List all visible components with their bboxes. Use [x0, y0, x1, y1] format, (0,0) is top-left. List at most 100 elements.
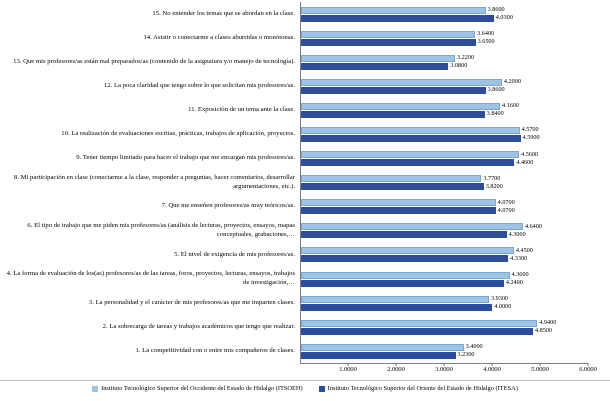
- category-row: 15. No entender los temas que se abordan…: [0, 2, 610, 27]
- value-label: 4.5700: [521, 126, 539, 134]
- bar-series-0: [301, 319, 538, 327]
- axis-tick-label: 6.0000: [579, 366, 597, 374]
- value-label: 3.9300: [490, 295, 508, 303]
- category-label: 3. La personalidad y el carácter de mis …: [88, 298, 295, 306]
- legend: Instituto Tecnológico Superior del Occid…: [0, 380, 610, 392]
- value-label: 4.8500: [534, 327, 552, 335]
- value-label: 3.8400: [486, 110, 504, 118]
- bar-line: 3.4000: [301, 344, 588, 351]
- category-label: 6. El tipo de trabajo que me piden mis p…: [27, 222, 295, 238]
- bar-series-0: [301, 343, 464, 351]
- category-row: 11. Exposición de un tema ante la clase.…: [0, 98, 610, 123]
- bar-series-0: [301, 151, 520, 159]
- value-label: 4.1600: [501, 102, 519, 110]
- bar-line: 4.4500: [301, 247, 588, 255]
- bar-series-0: [301, 6, 486, 14]
- bar-group: 4.1600 3.8400: [300, 98, 588, 123]
- plot-area: 15. No entender los temas que se abordan…: [0, 2, 610, 364]
- bar-line: 4.8500: [301, 327, 588, 335]
- bar-line: 3.8200: [301, 183, 588, 191]
- bar-series-1: [301, 14, 494, 22]
- bar-series-1: [301, 38, 476, 46]
- bar-group: 4.9400 4.8500: [300, 315, 588, 340]
- value-label: 4.5600: [521, 150, 539, 158]
- value-label: 3.2300: [457, 351, 475, 359]
- category-row: 7. Que me enseñen profesores/as muy teór…: [0, 194, 610, 219]
- bar-series-1: [301, 255, 509, 263]
- category-label: 8. Mi participación en clase (conectarme…: [13, 174, 295, 190]
- value-label: 4.5900: [522, 134, 540, 142]
- category-label: 15. No entender los temas que se abordan…: [152, 9, 295, 17]
- bar-line: 3.8400: [301, 111, 588, 118]
- bar-line: 4.5900: [301, 134, 588, 143]
- bar-line: 4.9400: [301, 319, 588, 327]
- legend-label-itsoeh: Instituto Tecnológico Superior del Occid…: [101, 385, 303, 393]
- bar-group: 3.4000 3.2300: [300, 339, 588, 364]
- bar-series-0: [301, 54, 456, 62]
- value-label: 4.3600: [511, 270, 529, 278]
- value-label: 3.8600: [487, 86, 505, 94]
- bar-series-1: [301, 183, 484, 191]
- bar-line: 3.7700: [301, 174, 588, 183]
- value-label: 4.2000: [503, 78, 521, 86]
- bar-series-1: [301, 207, 496, 215]
- bar-line: 4.3600: [301, 270, 588, 279]
- value-label: 4.9400: [539, 319, 557, 327]
- bar-line: 4.0700: [301, 207, 588, 215]
- bar-line: 3.2300: [301, 352, 588, 359]
- bar-line: 4.1600: [301, 103, 588, 110]
- bar-series-1: [301, 110, 485, 118]
- category-row: 13. Que mis profesores/as están mal prep…: [0, 50, 610, 75]
- bar-line: 4.0700: [301, 199, 588, 207]
- bar-group: 4.6400 4.3000: [300, 218, 588, 243]
- bar-series-1: [301, 62, 449, 70]
- axis-tick-mark: [443, 363, 445, 367]
- category-row: 4. La forma de evaluación de los(as) pro…: [0, 267, 610, 292]
- category-row: 5. El nivel de exigencia de mis profesor…: [0, 242, 610, 268]
- legend-label-itesa: Instituto Tecnológico Superior del Orien…: [327, 385, 518, 393]
- bar-series-1: [301, 351, 456, 359]
- bar-group: 4.4500 4.3300: [300, 242, 588, 268]
- category-row: 2. La sobrecarga de tareas y trabajos ac…: [0, 315, 610, 340]
- category-row: 3. La personalidad y el carácter de mis …: [0, 291, 610, 316]
- bar-group: 4.3600 4.2400: [300, 267, 588, 292]
- value-label: 4.3000: [508, 230, 526, 238]
- category-row: 1. La competitividad con o entre mis com…: [0, 339, 610, 364]
- category-label: 12. La poca claridad que tengo sobre lo …: [103, 81, 295, 89]
- bar-series-0: [301, 199, 496, 207]
- bar-series-1: [301, 303, 493, 311]
- bar-line: 3.2200: [301, 54, 588, 62]
- bar-series-1: [301, 135, 521, 143]
- bar-series-1: [301, 279, 504, 287]
- value-label: 4.0300: [495, 13, 513, 21]
- bar-line: 4.0000: [301, 303, 588, 311]
- category-label: 4. La forma de evaluación de los(as) pro…: [6, 270, 295, 287]
- bar-group: 3.8600 4.0300: [300, 2, 588, 27]
- axis-tick-label: 4.0000: [483, 366, 501, 374]
- category-row: 9. Tener tiempo limitado para hacer el t…: [0, 146, 610, 171]
- axis-tick-label: 5.0000: [531, 366, 549, 374]
- bar-series-0: [301, 102, 500, 110]
- bar-group: 4.5600 4.4600: [300, 146, 588, 171]
- bar-group: 4.2000 3.8600: [300, 74, 588, 99]
- bar-line: 3.0800: [301, 62, 588, 70]
- value-label: 3.2200: [457, 54, 475, 62]
- bar-line: 4.3300: [301, 255, 588, 263]
- axis-tick-mark: [491, 363, 493, 367]
- legend-swatch-itsoeh: [92, 385, 99, 392]
- bar-line: 4.0300: [301, 13, 588, 22]
- value-label: 3.7700: [483, 174, 501, 182]
- category-label: 5. El nivel de exigencia de mis profesor…: [174, 250, 295, 258]
- category-label: 9. Tener tiempo limitado para hacer el t…: [76, 154, 295, 162]
- bar-series-1: [301, 86, 486, 94]
- value-label: 3.0800: [450, 62, 468, 70]
- bar-series-0: [301, 271, 510, 279]
- axis-tick-label: 2.0000: [387, 366, 405, 374]
- value-label: 3.6500: [477, 38, 495, 46]
- value-label: 4.2400: [505, 278, 523, 286]
- bar-line: 3.6500: [301, 38, 588, 46]
- bar-series-0: [301, 30, 476, 38]
- category-label: 13. Que mis profesores/as están mal prep…: [13, 57, 295, 65]
- bar-line: 4.2000: [301, 79, 588, 86]
